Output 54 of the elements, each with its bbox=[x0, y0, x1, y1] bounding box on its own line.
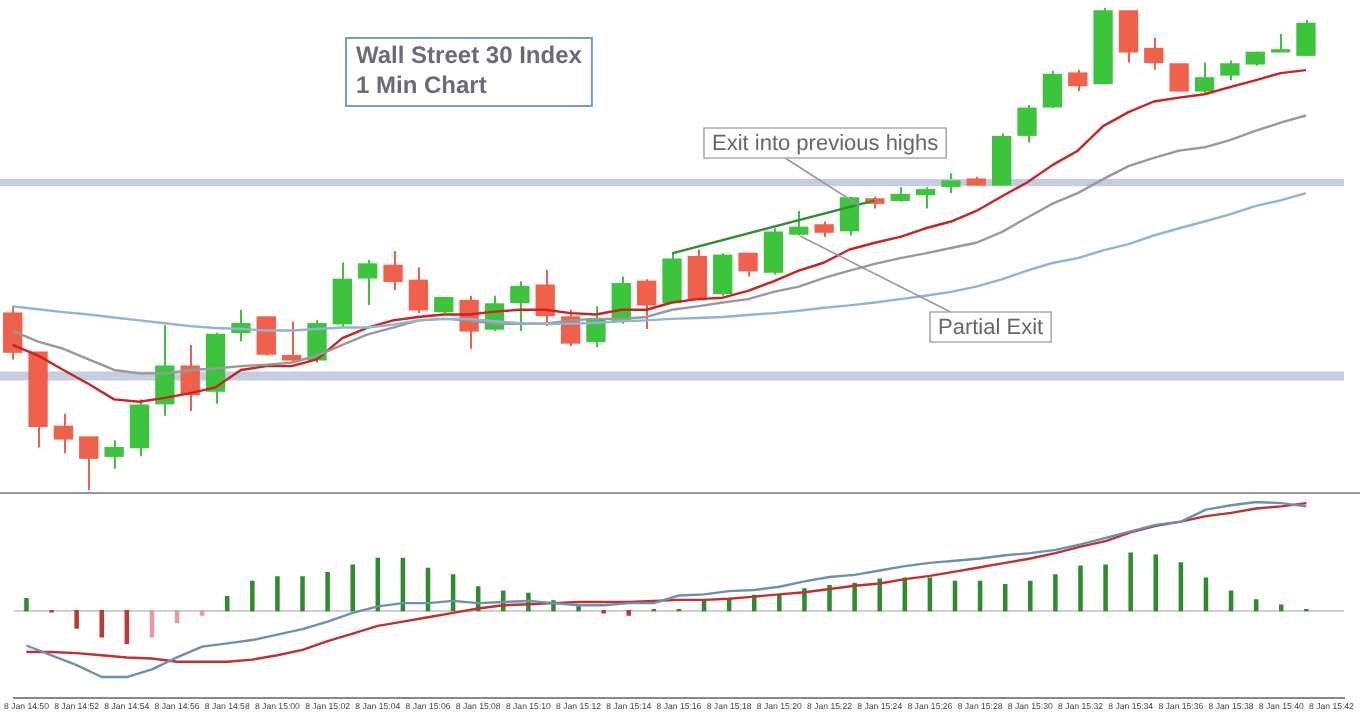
bar bbox=[300, 576, 305, 612]
candlestick bbox=[789, 209, 809, 237]
candlestick bbox=[79, 435, 99, 490]
candlestick bbox=[256, 315, 276, 357]
candlestick bbox=[1068, 68, 1088, 92]
annotation: Partial Exit bbox=[938, 316, 1044, 341]
text: 1 Min Chart bbox=[356, 70, 487, 99]
candlestick bbox=[1296, 19, 1316, 57]
candlestick bbox=[1220, 59, 1240, 82]
bar bbox=[275, 576, 280, 612]
bar bbox=[24, 598, 29, 612]
bar bbox=[626, 610, 632, 616]
bar bbox=[199, 610, 205, 616]
candlestick bbox=[738, 252, 758, 278]
candlestick bbox=[332, 261, 352, 329]
candlestick bbox=[763, 227, 784, 276]
candlestick bbox=[408, 266, 429, 315]
bar bbox=[777, 594, 782, 612]
candlestick bbox=[1118, 9, 1139, 64]
annotation: Exit into previous highs bbox=[712, 132, 940, 157]
candlestick bbox=[104, 439, 124, 470]
bar bbox=[827, 585, 832, 612]
candlestick bbox=[1144, 36, 1164, 71]
candlestick bbox=[915, 186, 936, 210]
candlestick bbox=[535, 268, 555, 328]
bar bbox=[1279, 604, 1284, 612]
candlestick bbox=[383, 249, 403, 291]
candlestick bbox=[1017, 103, 1037, 144]
candlestick bbox=[687, 248, 708, 302]
bar bbox=[1103, 564, 1108, 612]
bar bbox=[802, 588, 807, 612]
candlestick bbox=[129, 398, 150, 458]
bar bbox=[250, 580, 255, 612]
bar bbox=[852, 582, 857, 612]
bar bbox=[74, 610, 79, 629]
bar bbox=[1128, 552, 1133, 612]
candlestick bbox=[1042, 69, 1063, 110]
candlestick bbox=[1194, 61, 1215, 94]
candlestick bbox=[713, 252, 733, 297]
bar bbox=[1078, 565, 1083, 612]
candlestick bbox=[510, 280, 530, 332]
candlestick bbox=[358, 259, 378, 306]
candlestick bbox=[1169, 63, 1189, 92]
bar bbox=[325, 572, 330, 612]
candlestick bbox=[53, 412, 74, 455]
bar bbox=[1028, 580, 1033, 612]
candlestick bbox=[281, 320, 302, 364]
text: Wall Street 30 Index bbox=[356, 40, 583, 69]
bar bbox=[1053, 574, 1058, 612]
candlestick bbox=[941, 172, 961, 195]
bar bbox=[350, 564, 355, 612]
candlestick bbox=[636, 278, 657, 331]
bar bbox=[99, 610, 105, 638]
candlestick bbox=[662, 252, 682, 304]
